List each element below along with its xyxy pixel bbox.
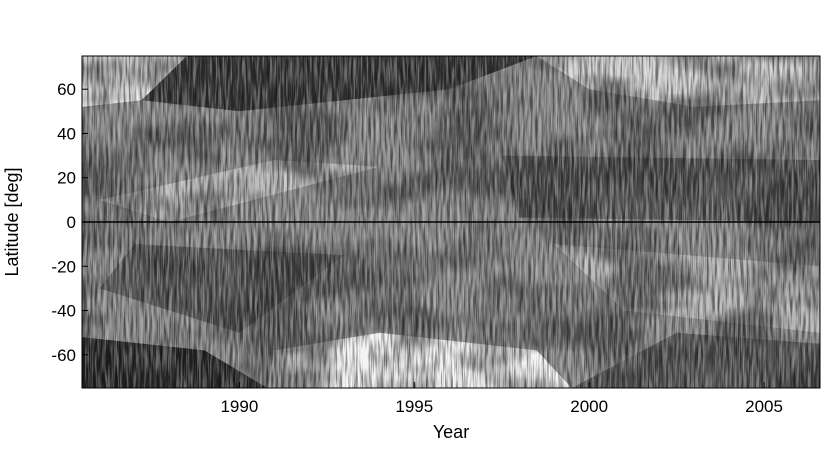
x-tick-label: 2005 <box>745 397 783 416</box>
y-tick-label: -60 <box>51 346 76 365</box>
y-tick-label: 40 <box>57 124 76 143</box>
y-tick-label: 20 <box>57 169 76 188</box>
x-axis: 1990 1995 2000 2005 <box>220 382 783 416</box>
y-axis: 60 40 20 0 -20 -40 -60 <box>51 80 88 365</box>
y-tick-label: 60 <box>57 80 76 99</box>
y-axis-title: Latitude [deg] <box>2 167 22 276</box>
y-tick-label: 0 <box>67 213 76 232</box>
x-tick-label: 1990 <box>220 397 258 416</box>
x-tick-label: 1995 <box>395 397 433 416</box>
heatmap-plot-area <box>82 56 820 388</box>
x-axis-title: Year <box>433 422 469 442</box>
y-tick-label: -20 <box>51 257 76 276</box>
y-tick-label: -40 <box>51 302 76 321</box>
x-tick-label: 2000 <box>570 397 608 416</box>
